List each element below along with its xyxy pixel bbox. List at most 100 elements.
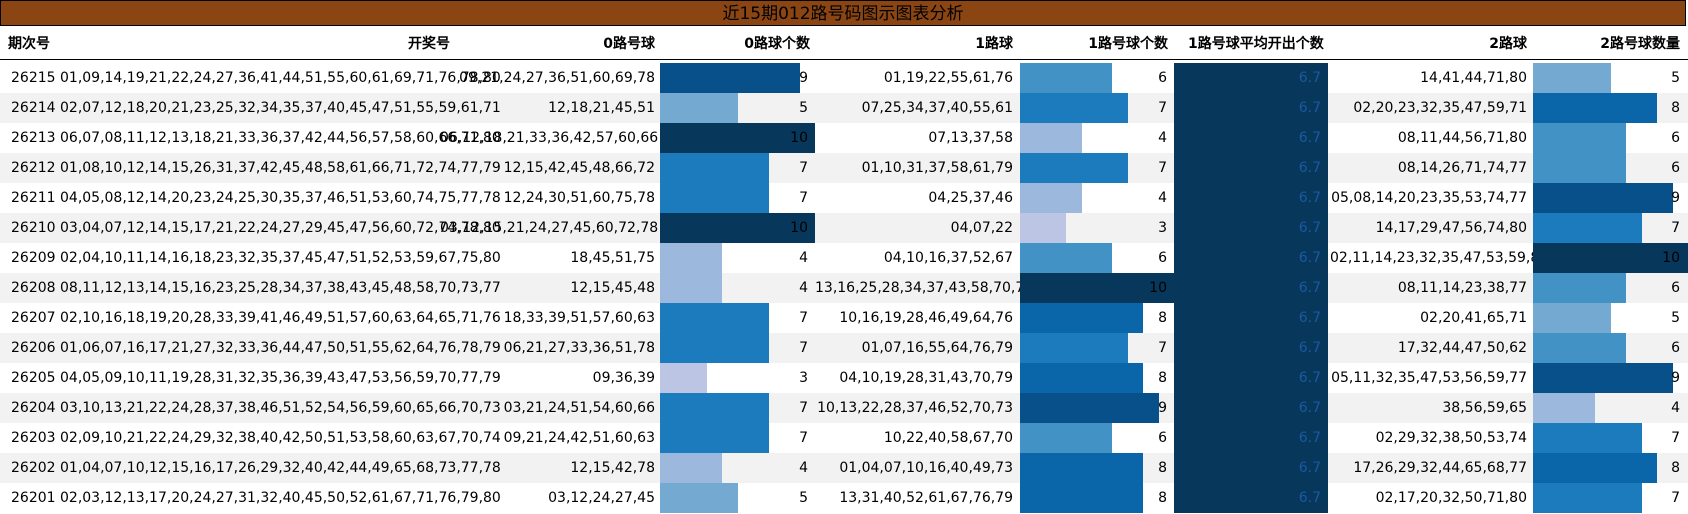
table-row: 26201 02,03,12,13,17,20,24,27,31,32,40,4…: [0, 483, 1688, 513]
header-road0: 0路号球: [603, 36, 655, 52]
road2-count-bar: [1533, 303, 1611, 333]
road2-count-bar: [1533, 123, 1626, 153]
road2-count-bar: [1533, 333, 1626, 363]
period-cell: 26206: [11, 340, 56, 356]
road0-count-bar: [660, 63, 800, 93]
draw-cell: 02,10,16,18,19,20,28,33,39,41,46,49,51,5…: [60, 310, 501, 326]
road0-count-bar: [660, 363, 707, 393]
period-cell: 26207: [11, 310, 56, 326]
road0-cell: 03,12,15,21,24,27,45,60,72,78: [440, 220, 659, 236]
road2-count-bar: [1533, 393, 1595, 423]
header-road0-count: 0路球个数: [744, 36, 810, 52]
road0-count-cell: 4: [660, 273, 815, 303]
road0-count-value: 4: [799, 250, 808, 266]
road0-count-bar: [660, 423, 769, 453]
draw-cell: 01,08,10,12,14,15,26,31,37,42,45,48,58,6…: [60, 160, 501, 176]
road1-count-cell: 8: [1020, 363, 1174, 393]
road1-avg-value: 6.7: [1298, 430, 1321, 446]
road1-cell: 10,22,40,58,67,70: [883, 430, 1013, 446]
road1-count-cell: 6: [1020, 243, 1174, 273]
road2-count-cell: 6: [1533, 333, 1688, 363]
road1-avg-cell: 6.7: [1174, 363, 1328, 393]
road1-avg-cell: 6.7: [1174, 93, 1328, 123]
road1-avg-cell: 6.7: [1174, 213, 1328, 243]
road2-count-bar: [1533, 153, 1626, 183]
road1-avg-cell: 6.7: [1174, 123, 1328, 153]
road2-count-value: 9: [1671, 190, 1680, 206]
road1-count-bar: [1020, 63, 1112, 93]
road0-cell: 09,21,24,27,36,51,60,69,78: [459, 70, 655, 86]
road1-count-value: 3: [1158, 220, 1167, 236]
road1-cell: 04,25,37,46: [928, 190, 1013, 206]
road1-avg-value: 6.7: [1298, 370, 1321, 386]
road0-cell: 09,36,39: [592, 370, 655, 386]
road1-count-bar: [1020, 483, 1143, 513]
road0-count-cell: 3: [660, 363, 815, 393]
period-cell: 26201: [11, 490, 56, 506]
road1-count-cell: 7: [1020, 333, 1174, 363]
road0-count-bar: [660, 243, 722, 273]
road0-count-bar: [660, 183, 769, 213]
road1-avg-cell: 6.7: [1174, 303, 1328, 333]
header-period: 期次号: [8, 36, 50, 52]
road2-count-bar: [1533, 243, 1688, 273]
road1-count-cell: 6: [1020, 63, 1174, 93]
road2-count-cell: 6: [1533, 153, 1688, 183]
table-row: 26204 03,10,13,21,22,24,28,37,38,46,51,5…: [0, 393, 1688, 423]
road2-count-bar: [1533, 453, 1657, 483]
road1-count-value: 7: [1158, 160, 1167, 176]
table-row: 26212 01,08,10,12,14,15,26,31,37,42,45,4…: [0, 153, 1688, 183]
road1-count-value: 9: [1158, 400, 1167, 416]
table-row: 26213 06,07,08,11,12,13,18,21,33,36,37,4…: [0, 123, 1688, 153]
period-cell: 26210: [11, 220, 56, 236]
road2-count-value: 6: [1671, 280, 1680, 296]
draw-cell: 04,05,08,12,14,20,23,24,25,30,35,37,46,5…: [60, 190, 501, 206]
road1-count-value: 8: [1158, 310, 1167, 326]
road1-cell: 04,10,16,37,52,67: [883, 250, 1013, 266]
road2-count-bar: [1533, 93, 1657, 123]
road2-count-value: 6: [1671, 340, 1680, 356]
road1-count-cell: 4: [1020, 123, 1174, 153]
road2-cell: 02,20,41,65,71: [1420, 310, 1527, 326]
road1-cell: 01,19,22,55,61,76: [883, 70, 1013, 86]
period-cell: 26214: [11, 100, 56, 116]
period-cell: 26213: [11, 130, 56, 146]
road0-count-value: 7: [799, 340, 808, 356]
road1-cell: 13,31,40,52,61,67,76,79: [839, 490, 1013, 506]
road1-avg-cell: 6.7: [1174, 393, 1328, 423]
road1-count-cell: 3: [1020, 213, 1174, 243]
road1-avg-cell: 6.7: [1174, 483, 1328, 513]
road2-count-cell: 6: [1533, 273, 1688, 303]
road1-avg-cell: 6.7: [1174, 183, 1328, 213]
road0-count-value: 4: [799, 460, 808, 476]
road1-count-bar: [1020, 453, 1143, 483]
draw-cell: 01,04,07,10,12,15,16,17,26,29,32,40,42,4…: [60, 460, 501, 476]
road0-cell: 06,21,27,33,36,51,78: [503, 340, 655, 356]
road0-count-value: 4: [799, 280, 808, 296]
header-road2: 2路球: [1489, 36, 1527, 52]
road1-cell: 07,13,37,58: [928, 130, 1013, 146]
table-row: 26210 03,04,07,12,14,15,17,21,22,24,27,2…: [0, 213, 1688, 243]
draw-cell: 08,11,12,13,14,15,16,23,25,28,34,37,38,4…: [60, 280, 501, 296]
road1-count-value: 6: [1158, 250, 1167, 266]
draw-cell: 02,04,10,11,14,16,18,23,32,35,37,45,47,5…: [60, 250, 501, 266]
road0-count-cell: 10: [660, 213, 815, 243]
road0-count-bar: [660, 453, 722, 483]
road0-count-cell: 4: [660, 243, 815, 273]
road0-count-cell: 5: [660, 483, 815, 513]
road2-count-value: 8: [1671, 460, 1680, 476]
road0-cell: 12,18,21,45,51: [548, 100, 655, 116]
road0-cell: 12,15,45,48: [570, 280, 655, 296]
road1-count-value: 6: [1158, 430, 1167, 446]
road2-count-cell: 5: [1533, 63, 1688, 93]
road1-count-cell: 8: [1020, 453, 1174, 483]
road2-cell: 38,56,59,65: [1442, 400, 1527, 416]
road1-count-cell: 7: [1020, 153, 1174, 183]
road1-count-value: 4: [1158, 190, 1167, 206]
draw-cell: 06,07,08,11,12,13,18,21,33,36,37,42,44,5…: [60, 130, 501, 146]
road2-count-value: 5: [1671, 70, 1680, 86]
road1-avg-value: 6.7: [1298, 490, 1321, 506]
road0-cell: 12,15,42,45,48,66,72: [503, 160, 655, 176]
road2-cell: 14,41,44,71,80: [1420, 70, 1527, 86]
